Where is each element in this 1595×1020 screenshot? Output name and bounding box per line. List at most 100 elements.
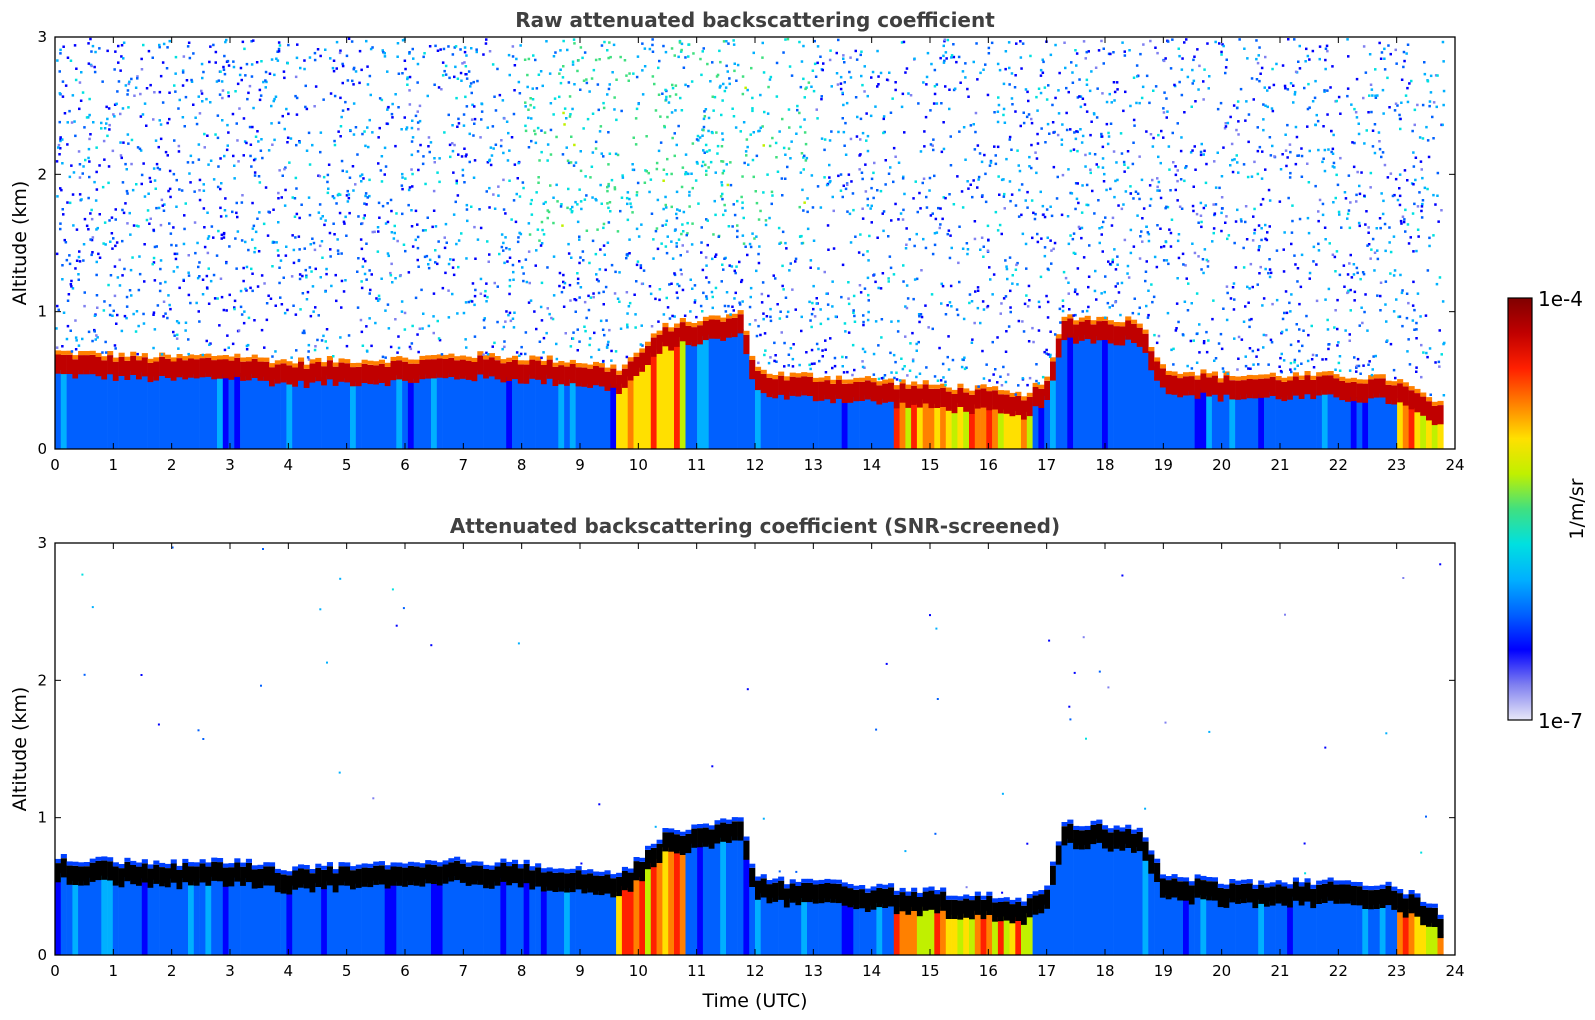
heatmap-noise-cell — [461, 62, 464, 65]
heatmap-noise-cell — [695, 315, 698, 319]
heatmap-noise-cell — [1193, 145, 1196, 148]
heatmap-noise-cell — [181, 116, 185, 119]
heatmap-noise-cell — [1285, 311, 1289, 315]
heatmap-noise-cell — [162, 300, 166, 303]
heatmap-noise-cell — [974, 290, 977, 293]
heatmap-noise-cell — [842, 130, 846, 134]
heatmap-noise-cell — [1231, 286, 1235, 289]
heatmap-noise-cell — [131, 256, 134, 259]
heatmap-noise-cell — [1248, 347, 1252, 350]
heatmap-noise-cell — [863, 366, 866, 369]
heatmap-noise-cell — [157, 206, 161, 210]
heatmap-noise-cell — [540, 129, 543, 132]
heatmap-noise-cell — [1074, 313, 1077, 317]
heatmap-noise-cell — [182, 279, 185, 282]
heatmap-noise-cell — [1176, 239, 1180, 243]
heatmap-noise-cell — [589, 176, 592, 179]
heatmap-noise-cell — [1205, 330, 1208, 334]
heatmap-noise-cell — [72, 224, 75, 227]
heatmap-noise-cell — [902, 264, 905, 267]
heatmap-noise-cell — [656, 198, 660, 202]
heatmap-noise-cell — [1137, 312, 1140, 316]
heatmap-noise-cell — [1376, 249, 1379, 252]
heatmap-noise-cell — [524, 124, 527, 128]
heatmap-noise-cell — [625, 196, 629, 200]
heatmap-noise-cell — [852, 294, 856, 298]
heatmap-noise-cell — [1235, 106, 1239, 110]
heatmap-noise-cell — [717, 235, 720, 238]
heatmap-noise-cell — [1232, 104, 1236, 107]
heatmap-column-body — [720, 336, 727, 449]
heatmap-noise-cell — [1153, 333, 1156, 337]
heatmap-noise-cell — [1026, 383, 1029, 387]
heatmap-noise-cell — [567, 242, 570, 246]
heatmap-noise-cell — [629, 202, 632, 205]
heatmap-noise-cell — [201, 100, 204, 103]
heatmap-noise-cell — [1085, 78, 1089, 82]
heatmap-column-fringe — [222, 355, 229, 360]
heatmap-noise-cell — [1038, 305, 1041, 309]
heatmap-column-layer — [928, 388, 935, 409]
heatmap-noise-cell — [1371, 94, 1374, 97]
heatmap-noise-cell — [701, 160, 705, 164]
heatmap-noise-cell — [456, 312, 459, 315]
heatmap-noise-cell — [253, 319, 256, 322]
heatmap-noise-cell — [142, 312, 145, 316]
heatmap-noise-cell — [1101, 250, 1104, 253]
heatmap-noise-cell — [865, 112, 868, 115]
heatmap-noise-cell — [316, 48, 320, 51]
heatmap-noise-cell — [934, 217, 938, 221]
heatmap-noise-cell — [113, 68, 116, 71]
heatmap-noise-cell — [1419, 315, 1422, 318]
heatmap-noise-cell — [305, 107, 309, 111]
heatmap-noise-cell — [939, 223, 942, 226]
heatmap-noise-cell — [846, 183, 849, 186]
heatmap-column-layer — [650, 337, 657, 357]
heatmap-noise-cell — [552, 113, 555, 116]
heatmap-noise-cell — [681, 223, 684, 226]
heatmap-noise-cell — [558, 95, 561, 99]
heatmap-noise-cell — [558, 72, 561, 75]
heatmap-noise-cell — [512, 278, 515, 281]
heatmap-noise-cell — [1021, 42, 1025, 45]
heatmap-column-layer — [419, 360, 426, 380]
heatmap-noise-cell — [1359, 277, 1362, 281]
heatmap-noise-cell — [153, 328, 157, 331]
heatmap-column-fringe — [980, 384, 987, 389]
heatmap-noise-cell — [602, 303, 605, 306]
heatmap-noise-cell — [240, 201, 244, 204]
heatmap-column-fringe — [118, 352, 125, 357]
heatmap-noise-cell — [368, 269, 371, 272]
heatmap-noise-cell — [519, 352, 523, 356]
heatmap-noise-cell — [527, 108, 530, 111]
heatmap-column-body — [749, 375, 756, 449]
heatmap-noise-cell — [808, 300, 811, 304]
heatmap-noise-cell — [143, 195, 147, 198]
heatmap-noise-cell — [1283, 231, 1286, 234]
heatmap-noise-cell — [267, 210, 270, 214]
heatmap-noise-cell — [1317, 219, 1320, 223]
heatmap-column-fringe — [402, 357, 409, 362]
heatmap-noise-cell — [392, 237, 396, 240]
heatmap-noise-cell — [174, 72, 177, 75]
heatmap-noise-cell — [1347, 209, 1351, 212]
heatmap-noise-cell — [527, 222, 531, 225]
heatmap-noise-cell — [1333, 326, 1336, 329]
heatmap-noise-cell — [139, 92, 142, 96]
heatmap-noise-cell — [1180, 207, 1184, 210]
heatmap-column-fringe — [1119, 322, 1126, 327]
heatmap-noise-cell — [641, 344, 644, 347]
heatmap-noise-cell — [1236, 208, 1239, 212]
heatmap-noise-cell — [148, 176, 152, 180]
heatmap-column-layer — [639, 352, 646, 372]
heatmap-column-fringe — [1252, 375, 1259, 380]
heatmap-column-body — [500, 378, 507, 449]
heatmap-column-layer — [488, 357, 495, 377]
heatmap-noise-cell — [202, 183, 205, 186]
heatmap-noise-cell — [1284, 149, 1288, 152]
heatmap-noise-cell — [736, 63, 740, 67]
heatmap-noise-cell — [559, 81, 563, 85]
heatmap-column-fringe — [957, 383, 964, 388]
heatmap-noise-cell — [853, 368, 856, 372]
heatmap-noise-cell — [454, 65, 457, 69]
